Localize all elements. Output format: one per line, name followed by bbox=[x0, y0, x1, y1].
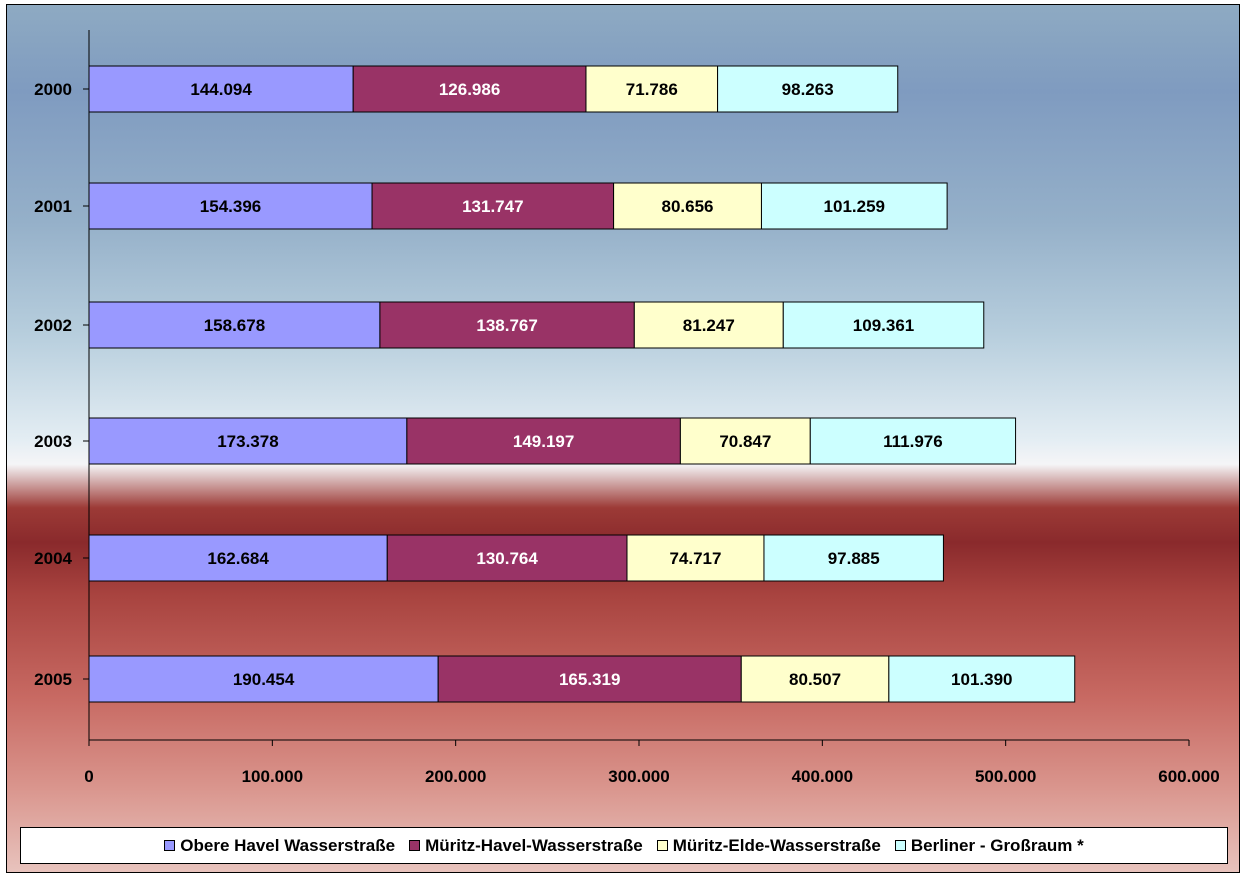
y-tick-label: 2005 bbox=[34, 670, 72, 689]
y-tick-label: 2002 bbox=[34, 316, 72, 335]
x-tick-label: 500.000 bbox=[975, 767, 1036, 786]
bar-segment bbox=[633, 301, 784, 349]
data-label: 158.678 bbox=[204, 316, 265, 335]
data-label: 81.247 bbox=[683, 316, 735, 335]
data-label: 80.507 bbox=[789, 670, 841, 689]
bar-segment bbox=[717, 65, 899, 113]
legend-item: Obere Havel Wasserstraße bbox=[164, 836, 395, 856]
data-label: 97.885 bbox=[828, 549, 880, 568]
x-tick-label: 200.000 bbox=[425, 767, 486, 786]
data-label: 131.747 bbox=[462, 197, 523, 216]
legend-label: Müritz-Elde-Wasserstraße bbox=[672, 835, 881, 855]
data-label: 109.361 bbox=[853, 316, 914, 335]
data-label: 130.764 bbox=[476, 549, 538, 568]
data-label: 173.378 bbox=[217, 432, 278, 451]
legend-label: Obere Havel Wasserstraße bbox=[180, 835, 396, 855]
data-label: 98.263 bbox=[782, 80, 834, 99]
bar-segment bbox=[740, 655, 890, 703]
x-tick-label: 100.000 bbox=[242, 767, 303, 786]
data-label: 138.767 bbox=[476, 316, 537, 335]
bar-segment bbox=[585, 65, 719, 113]
data-label: 101.390 bbox=[951, 670, 1012, 689]
data-label: 70.847 bbox=[719, 432, 771, 451]
y-tick-label: 2000 bbox=[34, 80, 72, 99]
bar-segment bbox=[760, 182, 948, 230]
legend-label: Berliner - Großraum * bbox=[910, 835, 1084, 855]
data-label: 149.197 bbox=[513, 432, 574, 451]
bar-segment bbox=[626, 534, 765, 582]
bar-segment bbox=[88, 65, 354, 113]
data-label: 74.717 bbox=[669, 549, 721, 568]
data-label: 162.684 bbox=[207, 549, 269, 568]
legend-item: Müritz-Elde-Wasserstraße bbox=[656, 835, 881, 856]
data-label: 190.454 bbox=[233, 670, 295, 689]
bar-segment bbox=[352, 65, 587, 113]
data-label: 165.319 bbox=[559, 670, 620, 689]
legend-item: Berliner - Großraum * bbox=[894, 835, 1084, 856]
bar-segment bbox=[88, 301, 381, 349]
legend-item: Müritz-Havel-Wasserstraße bbox=[409, 836, 643, 856]
bar-segment bbox=[88, 417, 408, 465]
data-label: 154.396 bbox=[200, 197, 261, 216]
bar-segment bbox=[679, 417, 811, 465]
legend-swatch bbox=[656, 840, 668, 851]
x-tick-label: 400.000 bbox=[792, 767, 853, 786]
legend-swatch bbox=[164, 840, 176, 851]
legend-label: Müritz-Havel-Wasserstraße bbox=[425, 835, 643, 855]
data-label: 126.986 bbox=[439, 80, 500, 99]
bar-segment bbox=[888, 655, 1076, 703]
bar-segment bbox=[88, 182, 373, 230]
data-label: 144.094 bbox=[190, 80, 252, 99]
data-label: 111.976 bbox=[883, 432, 943, 451]
legend-swatch bbox=[409, 840, 421, 851]
data-label: 101.259 bbox=[824, 197, 885, 216]
bar-segment bbox=[386, 534, 628, 582]
x-tick-label: 300.000 bbox=[608, 767, 669, 786]
bar-segment bbox=[782, 301, 985, 349]
x-tick-label: 0 bbox=[84, 767, 93, 786]
data-label: 80.656 bbox=[662, 197, 714, 216]
legend: Obere Havel Wasserstraße Müritz-Havel-Was… bbox=[20, 827, 1228, 864]
y-tick-label: 2001 bbox=[34, 197, 72, 216]
bar-segment bbox=[809, 417, 1017, 465]
bar-segment bbox=[88, 534, 388, 582]
bar-segment bbox=[437, 655, 742, 703]
y-tick-label: 2003 bbox=[34, 432, 72, 451]
x-tick-label: 600.000 bbox=[1158, 767, 1219, 786]
y-tick-label: 2004 bbox=[34, 549, 72, 568]
legend-swatch bbox=[894, 840, 906, 851]
bar-segment bbox=[371, 182, 615, 230]
bar-segment bbox=[763, 534, 944, 582]
data-label: 71.786 bbox=[626, 80, 678, 99]
bar-segment bbox=[406, 417, 681, 465]
bar-segment bbox=[379, 301, 635, 349]
